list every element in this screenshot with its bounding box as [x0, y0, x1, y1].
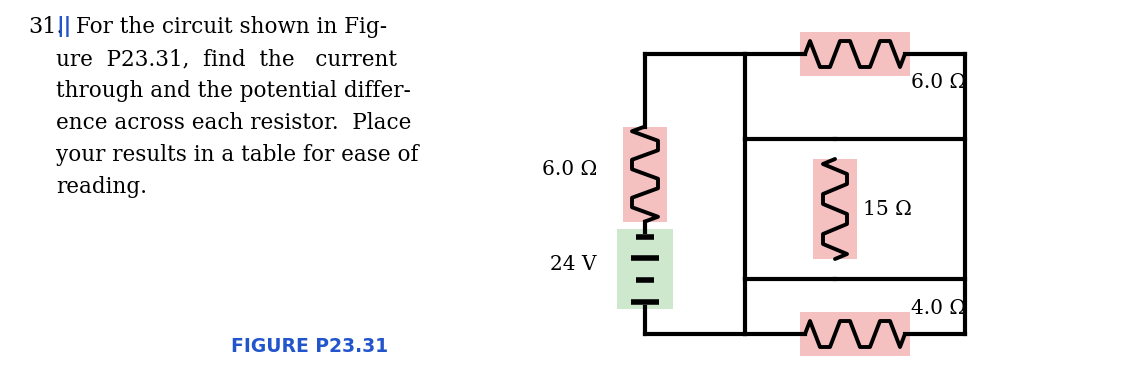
FancyBboxPatch shape	[800, 312, 910, 356]
Text: 4.0 Ω: 4.0 Ω	[911, 300, 966, 319]
Text: your results in a table for ease of: your results in a table for ease of	[55, 144, 419, 166]
Text: 6.0 Ω: 6.0 Ω	[542, 159, 597, 178]
Text: ||: ||	[55, 16, 71, 37]
Text: FIGURE P23.31: FIGURE P23.31	[231, 337, 388, 356]
Text: through and the potential differ-: through and the potential differ-	[55, 80, 411, 102]
Text: 31.: 31.	[28, 16, 63, 38]
FancyBboxPatch shape	[813, 159, 857, 259]
Text: 6.0 Ω: 6.0 Ω	[911, 73, 967, 92]
Text: 24 V: 24 V	[550, 254, 597, 273]
Text: reading.: reading.	[55, 176, 147, 198]
FancyBboxPatch shape	[800, 32, 910, 76]
Text: ure  P23.31,  find  the   current: ure P23.31, find the current	[55, 48, 397, 70]
Text: ence across each resistor.  Place: ence across each resistor. Place	[55, 112, 411, 134]
Text: For the circuit shown in Fig-: For the circuit shown in Fig-	[76, 16, 387, 38]
Text: 15 Ω: 15 Ω	[863, 199, 912, 218]
FancyBboxPatch shape	[617, 229, 674, 309]
FancyBboxPatch shape	[623, 126, 667, 221]
